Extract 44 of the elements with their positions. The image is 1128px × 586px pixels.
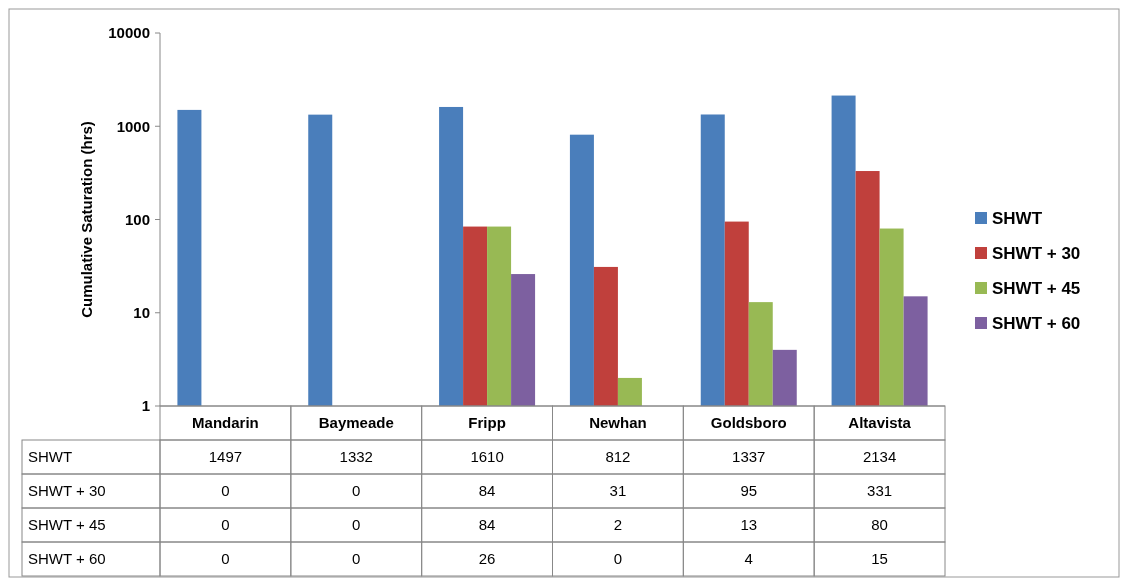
text: 0 [613, 550, 623, 568]
data-label: 1337 [732, 448, 766, 466]
data-label: 1610 [470, 448, 504, 466]
text: 0 [352, 482, 361, 500]
x-tick-label: Mandarin [192, 414, 259, 432]
data-label: 84 [478, 516, 496, 534]
x-tick-label: Fripp [468, 414, 506, 432]
text: SHWT + 60 [28, 550, 106, 568]
y-axis-title: Cumulative Saturation (hrs) [78, 121, 95, 318]
y-tick-label: 10000 [108, 24, 150, 42]
data-label: 812 [605, 448, 631, 466]
legend-label: SHWT + 45 [992, 278, 1081, 298]
data-label: 13 [740, 516, 758, 534]
y-tick-label: 1000 [116, 117, 150, 135]
y-tick-label: 1 [141, 397, 150, 415]
text: 0 [352, 516, 361, 534]
legend-label: SHWT + 60 [992, 313, 1081, 333]
x-tick-label: Goldsboro [710, 414, 787, 432]
data-label: 31 [609, 482, 627, 500]
y-tick-label: 100 [124, 210, 150, 228]
data-label: 4 [744, 550, 753, 568]
data-label: 15 [871, 550, 888, 568]
data-label: 2 [613, 516, 623, 534]
legend-label: SHWT + 30 [992, 243, 1081, 263]
x-tick-label: Baymeade [318, 414, 394, 432]
x-tick-label: Altavista [848, 414, 912, 432]
data-label: 331 [867, 482, 893, 500]
data-label: 1497 [208, 448, 243, 466]
data-label: 26 [478, 550, 496, 568]
data-label: 95 [740, 482, 758, 500]
data-label: 84 [478, 482, 496, 500]
data-label: 2134 [862, 448, 897, 466]
legend-label: SHWT [992, 208, 1043, 228]
text: SHWT + 30 [28, 482, 106, 500]
text: 0 [221, 482, 230, 500]
y-tick-label: 10 [133, 304, 150, 321]
text: 0 [221, 516, 230, 534]
data-label: 1332 [339, 448, 373, 466]
data-label: 80 [871, 516, 888, 534]
text: 0 [352, 550, 361, 568]
text: 0 [221, 550, 230, 568]
text: SHWT + 45 [28, 516, 106, 534]
text: SHWT [28, 448, 73, 466]
x-tick-label: Newhan [589, 414, 647, 432]
